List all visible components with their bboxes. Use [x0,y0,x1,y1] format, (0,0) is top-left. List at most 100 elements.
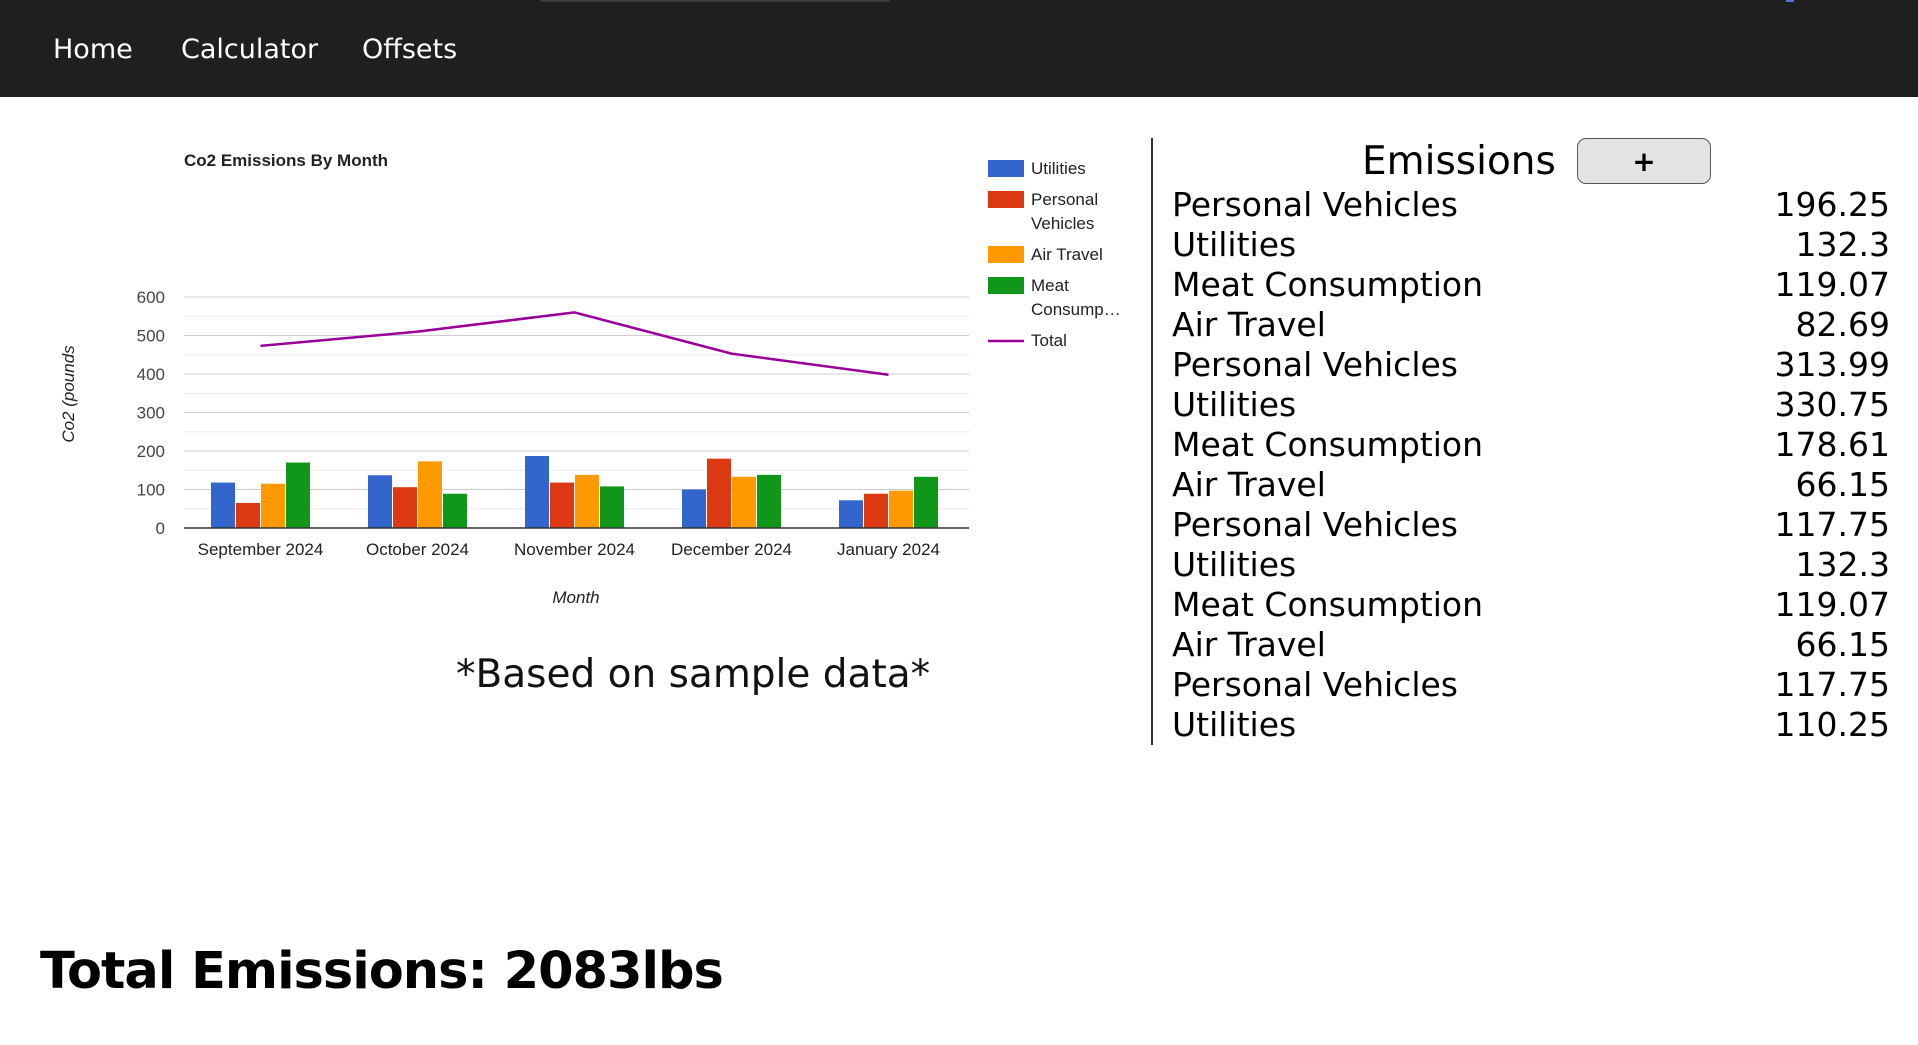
emission-row: Air Travel 66.15 [1172,624,1890,664]
emissions-chart-container: Co2 Emissions By Month 0 100 200 300 400 500 6… [0,97,1150,657]
legend-swatch [988,191,1024,208]
bar-air-travel [261,483,285,528]
x-tick-label: October 2024 [366,540,469,559]
bar-air-travel [418,461,442,528]
bar-utilities [525,456,549,528]
bar-air-travel [732,476,756,528]
top-navbar: Home Calculator Offsets [0,0,1918,97]
loading-progress-marker [1786,0,1794,2]
legend-swatch [988,246,1024,263]
bar-personal-vehicles [393,487,417,528]
emission-row: Meat Consumption 119.07 [1172,584,1890,624]
chart-legend: Utilities Personal Vehicles Air Travel Meat C… [988,159,1121,350]
bar-air-travel [575,474,599,528]
emission-value: 119.07 [1774,584,1890,624]
x-tick-label: December 2024 [671,540,792,559]
bar-personal-vehicles [236,502,260,528]
loading-progress-bar [540,0,890,2]
legend-label: Meat [1031,276,1069,295]
y-tick-label: 200 [137,442,165,461]
chart-gridlines [184,296,969,510]
y-axis-ticks: 0 100 200 300 400 500 600 [137,288,165,538]
x-axis-label: Month [552,588,599,607]
bar-meat-consumption [600,486,624,528]
emission-row: Personal Vehicles 313.99 [1172,344,1890,384]
add-emission-button[interactable]: + [1577,138,1711,184]
legend-label: Utilities [1031,159,1086,178]
chart-title: Co2 Emissions By Month [184,151,388,170]
total-series-line [260,311,889,377]
bar-personal-vehicles [550,482,574,528]
x-axis-ticks: September 2024 October 2024 November 2024 D… [198,540,940,559]
emission-row: Personal Vehicles 196.25 [1172,184,1890,224]
emission-label: Utilities [1172,704,1297,744]
emission-row: Utilities 330.75 [1172,384,1890,424]
chart-bars [211,456,938,528]
emission-value: 117.75 [1774,664,1890,704]
y-axis-label: Co2 (pounds [59,345,78,443]
emission-label: Air Travel [1172,304,1326,344]
x-tick-label: September 2024 [198,540,324,559]
nav-offsets-link[interactable]: Offsets [362,34,458,65]
emission-row: Personal Vehicles 117.75 [1172,504,1890,544]
bar-meat-consumption [914,476,938,528]
emissions-title: Emissions [1362,139,1556,184]
emission-row: Utilities 132.3 [1172,224,1890,264]
bar-meat-consumption [286,462,310,528]
legend-label: Consump… [1031,300,1121,319]
emission-label: Personal Vehicles [1172,664,1458,704]
emission-value: 66.15 [1795,624,1890,664]
total-emissions: Total Emissions: 2083lbs [40,942,724,1001]
emission-label: Utilities [1172,544,1297,584]
y-tick-label: 600 [137,288,165,307]
emission-value: 132.3 [1795,544,1890,584]
legend-label: Personal [1031,190,1098,209]
panel-divider [1151,138,1153,745]
emission-row: Meat Consumption 178.61 [1172,424,1890,464]
emission-row: Utilities 132.3 [1172,544,1890,584]
emission-value: 178.61 [1774,424,1890,464]
emission-row: Air Travel 66.15 [1172,464,1890,504]
legend-label: Vehicles [1031,214,1094,233]
x-tick-label: November 2024 [514,540,635,559]
emission-label: Personal Vehicles [1172,184,1458,224]
emission-value: 82.69 [1795,304,1890,344]
legend-swatch [988,160,1024,177]
emission-value: 117.75 [1774,504,1890,544]
emission-label: Meat Consumption [1172,584,1483,624]
emission-label: Air Travel [1172,464,1326,504]
x-tick-label: January 2024 [837,540,940,559]
nav-calculator-link[interactable]: Calculator [181,34,319,65]
bar-personal-vehicles [707,458,731,528]
bar-utilities [682,489,706,528]
y-tick-label: 300 [137,404,165,423]
emission-row: Utilities 110.25 [1172,704,1890,744]
y-tick-label: 500 [137,327,165,346]
emission-label: Utilities [1172,384,1297,424]
bar-utilities [211,482,235,528]
sample-data-note: *Based on sample data* [456,652,931,697]
bar-utilities [368,475,392,528]
bar-personal-vehicles [864,493,888,528]
y-tick-label: 400 [137,365,165,384]
bar-utilities [839,500,863,528]
bar-air-travel [889,490,913,528]
legend-label: Air Travel [1031,245,1103,264]
emission-value: 66.15 [1795,464,1890,504]
nav-home-link[interactable]: Home [53,34,133,65]
y-tick-label: 0 [156,519,165,538]
emission-label: Personal Vehicles [1172,344,1458,384]
emission-value: 119.07 [1774,264,1890,304]
emission-row: Personal Vehicles 117.75 [1172,664,1890,704]
emission-value: 330.75 [1774,384,1890,424]
emission-label: Meat Consumption [1172,424,1483,464]
emission-row: Air Travel 82.69 [1172,304,1890,344]
emission-value: 196.25 [1774,184,1890,224]
emission-label: Air Travel [1172,624,1326,664]
legend-label: Total [1031,331,1067,350]
emission-label: Meat Consumption [1172,264,1483,304]
emissions-by-month-chart: Co2 Emissions By Month 0 100 200 300 400 500 6… [59,151,1121,607]
y-tick-label: 100 [137,481,165,500]
bar-meat-consumption [443,493,467,528]
emission-value: 110.25 [1774,704,1890,744]
